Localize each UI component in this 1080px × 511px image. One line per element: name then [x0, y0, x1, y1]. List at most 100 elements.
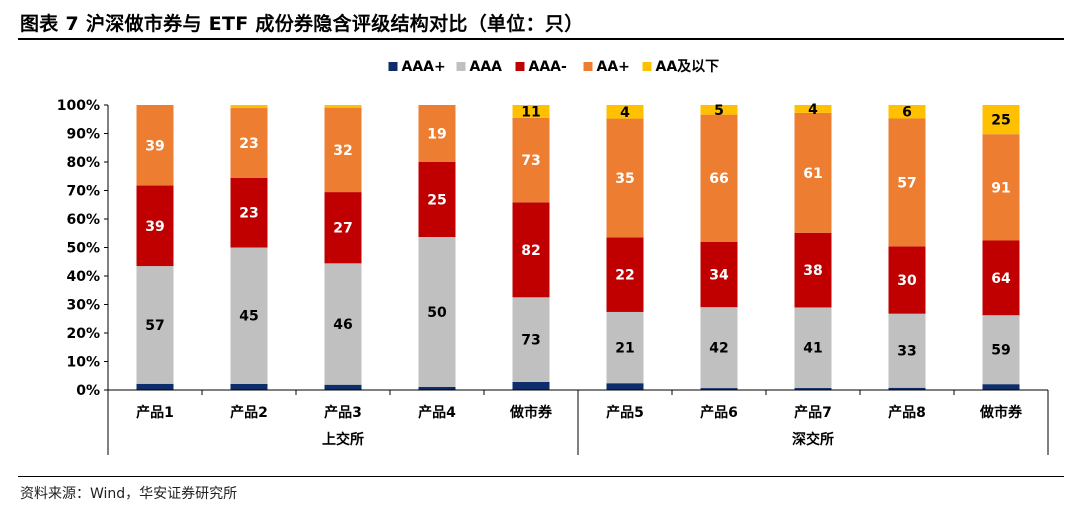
data-label: 91 [991, 180, 1010, 196]
x-category-label: 产品7 [794, 404, 832, 421]
bar-segment [700, 114, 738, 242]
x-group-label: 深交所 [792, 431, 834, 448]
data-label: 59 [991, 343, 1010, 359]
legend-label: AA+ [597, 59, 630, 75]
bar-segment [512, 105, 550, 118]
data-label: 33 [897, 344, 916, 360]
y-tick-label: 50% [66, 241, 100, 257]
bar-segment [700, 307, 738, 389]
data-label: 4 [808, 102, 818, 118]
data-label: 25 [427, 193, 446, 209]
data-label: 30 [897, 273, 917, 289]
data-label: 57 [897, 175, 916, 191]
x-category-label: 产品3 [324, 404, 362, 421]
bar-segment [700, 105, 738, 115]
bar-segment [324, 263, 362, 385]
data-label: 22 [615, 268, 634, 284]
bar-segment [512, 381, 550, 390]
figure-title: 图表 7 沪深做市券与 ETF 成份券隐含评级结构对比（单位：只） [20, 13, 584, 35]
y-tick-label: 40% [66, 269, 100, 285]
data-label: 5 [714, 103, 724, 119]
bar-segment [606, 383, 644, 390]
data-label: 4 [620, 105, 630, 121]
data-label: 19 [427, 127, 446, 143]
legend-swatch [456, 62, 466, 71]
bar-segment [136, 185, 174, 267]
bar-segment [324, 105, 362, 108]
data-label: 42 [709, 341, 728, 357]
x-category-label: 产品8 [888, 404, 926, 421]
x-category-label: 产品4 [418, 404, 456, 421]
source-note: 资料来源：Wind，华安证券研究所 [20, 486, 238, 502]
data-label: 61 [803, 166, 822, 182]
bar-segment [136, 383, 174, 390]
data-label: 45 [239, 309, 258, 325]
bar-segment [230, 383, 268, 390]
legend-label: AA及以下 [656, 59, 720, 75]
x-category-label: 产品6 [700, 404, 738, 421]
bar-segment [512, 202, 550, 298]
bar-segment [418, 387, 456, 390]
bar-segment [606, 311, 644, 384]
bar-segment [512, 117, 550, 203]
x-category-label: 产品2 [230, 404, 268, 421]
bar-segment [982, 134, 1020, 241]
data-label: 34 [709, 267, 729, 283]
bar-segment [888, 387, 926, 390]
bar-segment [794, 105, 832, 113]
x-category-label: 做市券 [979, 404, 1023, 421]
bar-segment [136, 105, 174, 186]
data-label: 23 [239, 206, 258, 222]
bar-segment [606, 237, 644, 312]
data-label: 64 [991, 271, 1011, 287]
bar-segment [700, 241, 738, 308]
legend-swatch [642, 62, 652, 71]
legend-swatch [583, 62, 593, 71]
stacked-bar-chart: AAA+ AAA AAA- AA+ AA及以下 0%10%20%30%40%50%60%… [57, 59, 1049, 455]
data-label: 66 [709, 171, 728, 187]
legend-label: AAA+ [402, 59, 446, 75]
data-label: 73 [521, 153, 540, 169]
bar-segment [888, 313, 926, 388]
bar-segment [794, 307, 832, 389]
y-tick-label: 30% [66, 298, 100, 314]
source-rule [18, 476, 1064, 477]
bar-segment [700, 388, 738, 390]
data-label: 27 [333, 221, 352, 237]
bar-segment [606, 118, 644, 238]
bar-segment [794, 232, 832, 308]
bar-segment [794, 388, 832, 390]
bars: 5739394523234627325025197382731121223544… [136, 102, 1020, 390]
data-label: 32 [333, 143, 352, 159]
x-category-label: 做市券 [509, 404, 553, 421]
bar-segment [606, 105, 644, 119]
bar-segment [888, 118, 926, 247]
bar-segment [512, 297, 550, 382]
data-label: 21 [615, 341, 634, 357]
bar-segment [982, 315, 1020, 385]
legend-label: AAA [470, 59, 503, 75]
bar-segment [888, 246, 926, 314]
bar-segment [324, 384, 362, 390]
legend: AAA+ AAA AAA- AA+ AA及以下 [388, 59, 720, 75]
y-tick-label: 70% [66, 184, 100, 200]
y-tick-label: 80% [66, 155, 100, 171]
data-label: 23 [239, 136, 258, 152]
legend-swatch [515, 62, 525, 71]
data-label: 11 [521, 104, 540, 120]
bar-segment [982, 240, 1020, 316]
y-tick-label: 60% [66, 212, 100, 228]
data-label: 46 [333, 317, 352, 333]
y-tick-label: 10% [66, 355, 100, 371]
y-tick-label: 20% [66, 326, 100, 342]
bar-segment [230, 177, 268, 248]
y-axis: 0% 10% 20% 30% 40% 50% 60% 70% 80% 90% 100% [57, 98, 109, 399]
data-label: 39 [145, 219, 164, 235]
data-label: 73 [521, 333, 540, 349]
legend-swatch [388, 62, 398, 71]
data-label: 35 [615, 171, 634, 187]
y-tick-label: 100% [57, 98, 100, 114]
bar-segment [136, 266, 174, 384]
bar-segment [418, 162, 456, 237]
